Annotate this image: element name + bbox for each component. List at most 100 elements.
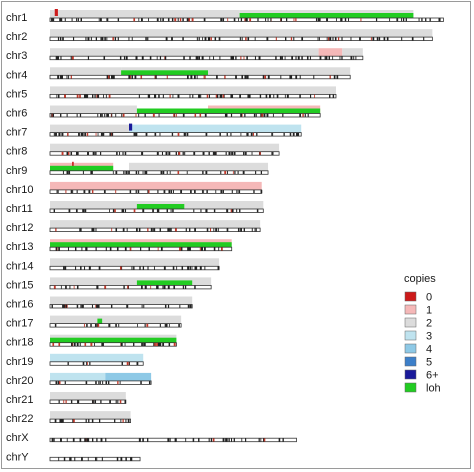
segment-chr6-1-loh xyxy=(136,108,208,114)
band-chrY-29 xyxy=(69,457,71,461)
band-chr7-21 xyxy=(177,132,180,136)
band-chr2-35 xyxy=(59,37,62,41)
band-chrX-1 xyxy=(96,438,98,442)
band-chr18-14 xyxy=(76,342,78,346)
band-chr12-44 xyxy=(126,228,128,232)
band-chr1-80 xyxy=(138,18,140,22)
band-chr17-31 xyxy=(86,323,88,327)
chromosome-label-chr2: chr2 xyxy=(6,31,27,43)
chromosome-label-chr18: chr18 xyxy=(6,337,34,349)
band-chr4-1 xyxy=(110,75,113,79)
band-chr1-6 xyxy=(418,18,420,22)
band-chr17-28 xyxy=(54,323,57,327)
band-chr4-89 xyxy=(329,75,331,79)
band-chr6-58 xyxy=(60,113,62,117)
band-chr9-57 xyxy=(232,171,234,175)
band-chr15-26 xyxy=(60,285,62,289)
band-chr6-56 xyxy=(135,113,137,117)
segment-chr8-0-2 xyxy=(50,143,280,153)
legend-label-1: 1 xyxy=(426,305,432,317)
band-chr7-20 xyxy=(154,132,157,136)
segment-chr7-0-2 xyxy=(50,124,129,134)
band-chr5-69 xyxy=(259,94,262,98)
band-chr21-5 xyxy=(117,400,119,404)
band-chr11-40 xyxy=(236,209,238,213)
band-chrX-28 xyxy=(53,438,55,442)
band-chr4-66 xyxy=(280,75,282,79)
band-chr1-67 xyxy=(233,18,236,22)
band-chr18-6 xyxy=(77,342,79,346)
band-chr15-33 xyxy=(104,285,107,289)
legend-label-5: 5 xyxy=(426,357,432,369)
band-chr3-57 xyxy=(235,56,237,60)
band-chr14-52 xyxy=(80,266,82,270)
band-chr12-30 xyxy=(254,228,256,232)
band-chr1-3 xyxy=(162,18,164,22)
band-chr6-45 xyxy=(106,113,108,117)
band-chr20-24 xyxy=(100,381,101,385)
band-chr12-27 xyxy=(135,228,138,232)
band-chr16-46 xyxy=(76,304,79,308)
band-chr7-77 xyxy=(78,132,80,136)
band-chr7-45 xyxy=(289,132,292,136)
band-chr17-41 xyxy=(159,323,161,327)
band-chr10-69 xyxy=(194,190,196,194)
band-chr9-53 xyxy=(220,171,222,175)
band-chr6-7 xyxy=(76,113,78,117)
band-chrX-63 xyxy=(192,438,195,442)
band-chr2-68 xyxy=(112,37,114,41)
band-chr9-36 xyxy=(160,171,163,175)
band-chr4-13 xyxy=(112,75,114,79)
legend-label-3: 3 xyxy=(426,331,432,343)
band-chrY-11 xyxy=(125,457,127,461)
band-chr21-11 xyxy=(100,400,102,404)
band-chr1-114 xyxy=(293,18,295,22)
band-chr18-30 xyxy=(141,342,143,346)
band-chr4-6 xyxy=(244,75,247,79)
band-chr8-18 xyxy=(175,151,177,155)
band-chr1-81 xyxy=(336,18,337,22)
band-chr8-58 xyxy=(156,151,159,155)
band-chr2-27 xyxy=(85,37,87,41)
chromosome-label-chr17: chr17 xyxy=(6,318,34,330)
band-chr3-40 xyxy=(319,56,322,60)
band-chr21-20 xyxy=(91,400,94,404)
band-chr12-61 xyxy=(169,228,171,232)
chromosome-label-chr3: chr3 xyxy=(6,50,27,62)
band-chr18-36 xyxy=(168,342,171,346)
legend-swatch-loh xyxy=(404,382,417,393)
band-chr2-37 xyxy=(147,37,149,41)
band-chr2-95 xyxy=(214,37,217,41)
band-chr4-29 xyxy=(264,75,266,79)
band-chr4-65 xyxy=(194,75,196,79)
band-chr6-48 xyxy=(144,113,146,117)
band-chr14-42 xyxy=(139,266,141,270)
band-chr7-65 xyxy=(67,132,69,136)
band-chr4-82 xyxy=(336,75,339,79)
band-chr9-68 xyxy=(126,171,128,175)
band-chr18-39 xyxy=(133,342,135,346)
segment-chr17-1-loh xyxy=(97,318,103,324)
band-chr5-82 xyxy=(299,94,301,98)
band-chr5-20 xyxy=(248,94,251,98)
band-chr10-28 xyxy=(168,190,171,194)
band-chr20-9 xyxy=(102,381,104,385)
band-chr20-15 xyxy=(119,381,121,385)
band-chrX-31 xyxy=(86,438,89,442)
band-chr18-33 xyxy=(101,342,104,346)
legend-label-2: 2 xyxy=(426,318,432,330)
band-chr7-12 xyxy=(297,132,300,136)
band-chr1-76 xyxy=(240,18,243,22)
band-chr13-43 xyxy=(116,247,119,251)
band-chrY-10 xyxy=(81,457,83,461)
band-chr12-32 xyxy=(174,228,177,232)
band-chr7-55 xyxy=(256,132,258,136)
band-chr6-59 xyxy=(101,113,103,117)
band-chr2-41 xyxy=(386,37,389,41)
band-chr22-14 xyxy=(125,419,127,423)
band-chr12-7 xyxy=(240,228,242,232)
band-chrY-8 xyxy=(101,457,103,461)
band-chrY-20 xyxy=(58,457,60,461)
band-chrX-29 xyxy=(198,438,200,442)
band-chr1-86 xyxy=(421,18,423,22)
